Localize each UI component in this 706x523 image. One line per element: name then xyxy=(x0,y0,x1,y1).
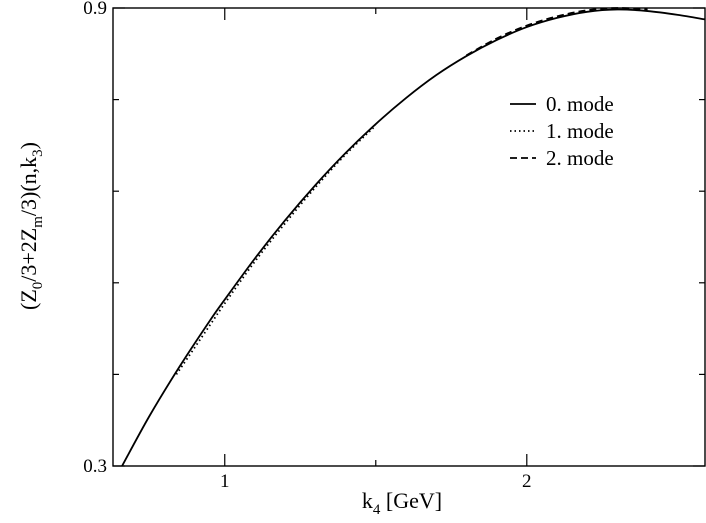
legend-label-1: 1. mode xyxy=(546,119,614,143)
x-axis-label: k4 [GeV] xyxy=(362,488,442,518)
series-line-1 xyxy=(175,124,377,375)
series-line-0 xyxy=(121,8,706,467)
series-layer xyxy=(121,7,706,467)
y-tick-label: 0.3 xyxy=(83,456,107,477)
y-tick-label: 0.9 xyxy=(83,0,107,19)
plot-frame xyxy=(112,7,706,467)
tick-labels: 1 2 0.3 0.9 xyxy=(83,0,531,492)
legend: 0. mode 1. mode 2. mode xyxy=(510,92,614,170)
legend-label-2: 2. mode xyxy=(546,146,614,170)
series-line-2 xyxy=(465,7,648,57)
x-tick-label: 1 xyxy=(220,471,230,492)
legend-label-0: 0. mode xyxy=(546,92,614,116)
x-tick-label: 2 xyxy=(522,471,532,492)
y-axis-label: (Z0/3+2Zm/3)(n,k3) xyxy=(16,142,46,310)
axis-ticks xyxy=(113,7,705,467)
